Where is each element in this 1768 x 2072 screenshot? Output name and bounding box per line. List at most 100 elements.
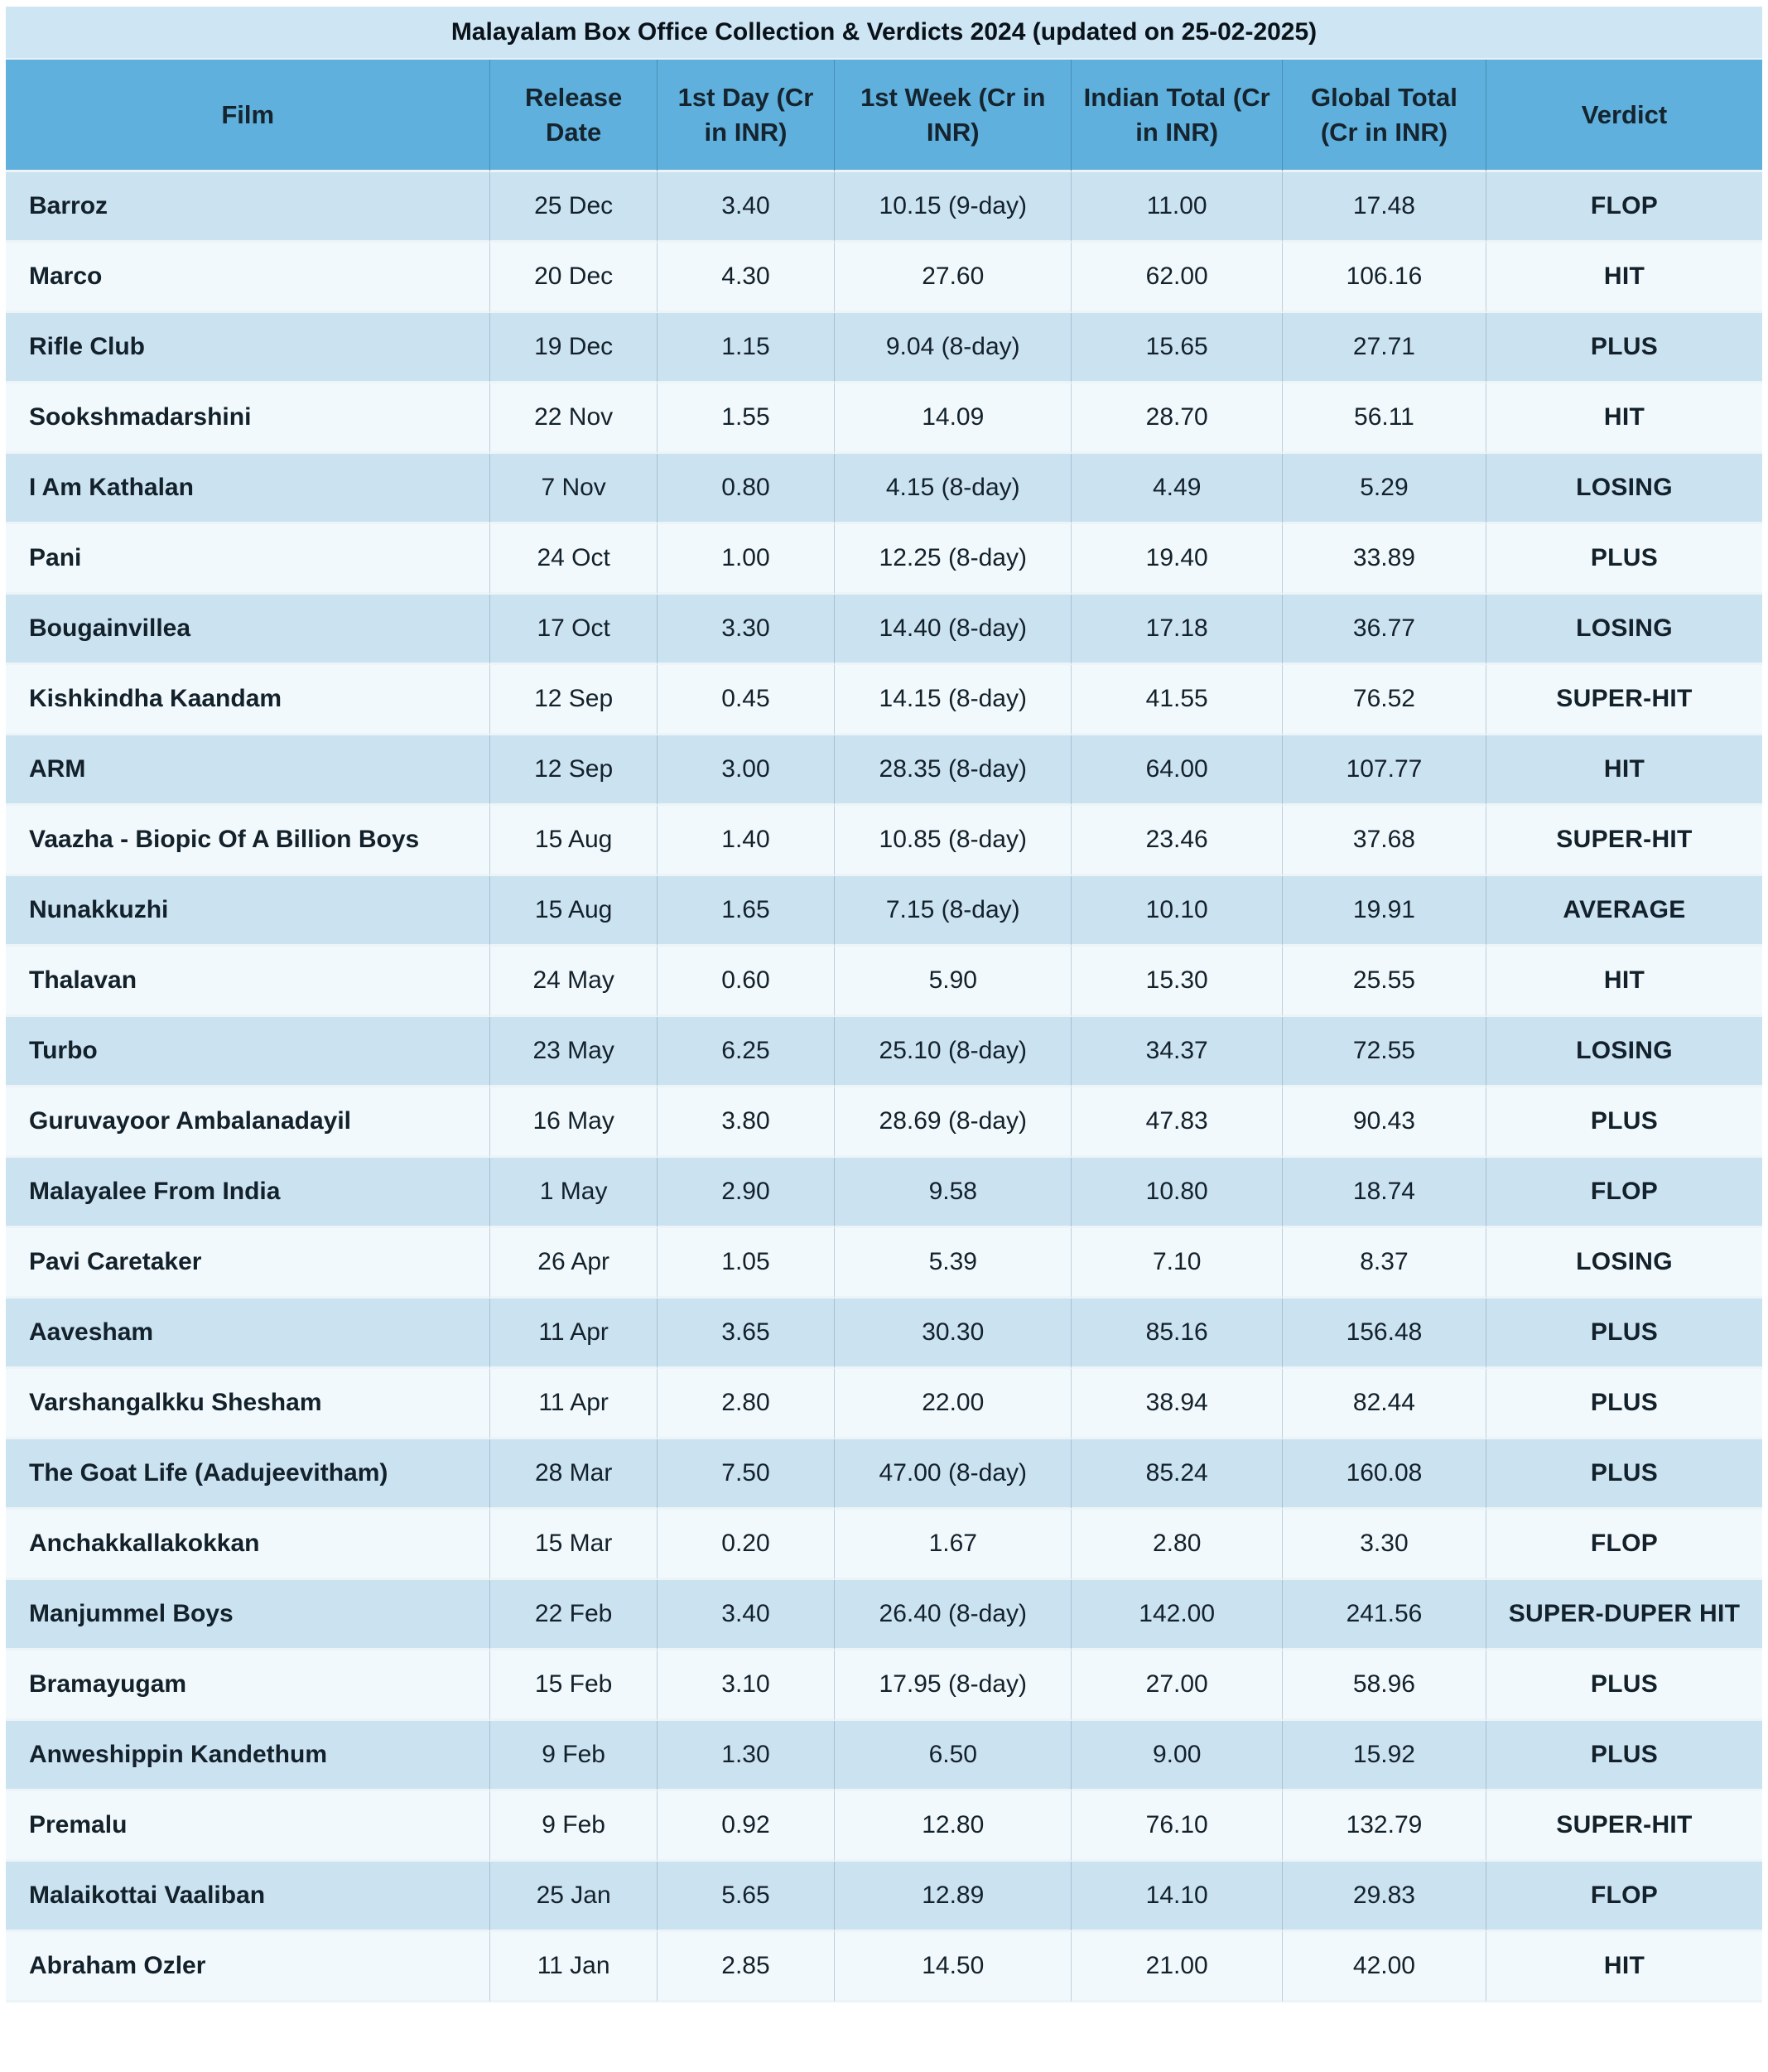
table-row: Marco 20 Dec 4.30 27.60 62.00 106.16 HIT	[6, 243, 1762, 313]
cell-release-date: 19 Dec	[490, 313, 658, 383]
table-row: ARM 12 Sep 3.00 28.35 (8-day) 64.00 107.…	[6, 735, 1762, 806]
cell-first-day: 0.92	[657, 1791, 836, 1862]
table-row: Kishkindha Kaandam 12 Sep 0.45 14.15 (8-…	[6, 665, 1762, 735]
cell-global-total: 3.30	[1282, 1510, 1486, 1580]
cell-global-total: 36.77	[1282, 595, 1486, 665]
cell-release-date: 11 Jan	[490, 1932, 658, 2002]
cell-film: Sookshmadarshini	[6, 383, 491, 454]
cell-release-date: 25 Jan	[490, 1862, 658, 1932]
cell-verdict: SUPER-HIT	[1486, 665, 1762, 735]
cell-first-week: 12.89	[835, 1862, 1072, 1932]
cell-release-date: 7 Nov	[490, 454, 658, 524]
cell-release-date: 1 May	[490, 1158, 658, 1228]
cell-first-week: 14.50	[835, 1932, 1072, 2002]
cell-release-date: 22 Nov	[490, 383, 658, 454]
cell-indian-total: 38.94	[1072, 1369, 1283, 1439]
table-row: Guruvayoor Ambalanadayil 16 May 3.80 28.…	[6, 1087, 1762, 1158]
cell-global-total: 90.43	[1282, 1087, 1486, 1158]
cell-film: Anchakkallakokkan	[6, 1510, 491, 1580]
cell-film: Guruvayoor Ambalanadayil	[6, 1087, 491, 1158]
cell-indian-total: 14.10	[1072, 1862, 1283, 1932]
cell-first-day: 1.15	[657, 313, 836, 383]
cell-first-day: 1.65	[657, 876, 836, 947]
cell-verdict: SUPER-DUPER HIT	[1486, 1580, 1762, 1650]
cell-indian-total: 27.00	[1072, 1650, 1283, 1721]
column-header-verdict: Verdict	[1486, 60, 1762, 172]
collections-table: Film Release Date 1st Day (Cr in INR) 1s…	[6, 60, 1762, 2002]
cell-first-day: 2.90	[657, 1158, 836, 1228]
cell-verdict: FLOP	[1486, 172, 1762, 243]
cell-global-total: 18.74	[1282, 1158, 1486, 1228]
cell-first-week: 27.60	[835, 243, 1072, 313]
cell-film: Pani	[6, 524, 491, 595]
cell-first-day: 5.65	[657, 1862, 836, 1932]
cell-verdict: HIT	[1486, 735, 1762, 806]
column-header-film: Film	[6, 60, 491, 172]
cell-first-week: 9.58	[835, 1158, 1072, 1228]
cell-indian-total: 2.80	[1072, 1510, 1283, 1580]
cell-first-day: 6.25	[657, 1017, 836, 1087]
cell-indian-total: 62.00	[1072, 243, 1283, 313]
cell-indian-total: 9.00	[1072, 1721, 1283, 1791]
table-row: Malayalee From India 1 May 2.90 9.58 10.…	[6, 1158, 1762, 1228]
cell-indian-total: 76.10	[1072, 1791, 1283, 1862]
cell-global-total: 42.00	[1282, 1932, 1486, 2002]
cell-indian-total: 142.00	[1072, 1580, 1283, 1650]
cell-verdict: AVERAGE	[1486, 876, 1762, 947]
cell-global-total: 19.91	[1282, 876, 1486, 947]
cell-first-day: 4.30	[657, 243, 836, 313]
cell-verdict: PLUS	[1486, 313, 1762, 383]
cell-verdict: HIT	[1486, 947, 1762, 1017]
cell-release-date: 22 Feb	[490, 1580, 658, 1650]
cell-indian-total: 7.10	[1072, 1228, 1283, 1299]
cell-global-total: 82.44	[1282, 1369, 1486, 1439]
cell-first-week: 7.15 (8-day)	[835, 876, 1072, 947]
table-row: Nunakkuzhi 15 Aug 1.65 7.15 (8-day) 10.1…	[6, 876, 1762, 947]
cell-release-date: 11 Apr	[490, 1369, 658, 1439]
cell-first-day: 0.80	[657, 454, 836, 524]
cell-first-day: 3.40	[657, 1580, 836, 1650]
table-row: Sookshmadarshini 22 Nov 1.55 14.09 28.70…	[6, 383, 1762, 454]
cell-film: Nunakkuzhi	[6, 876, 491, 947]
cell-film: Vaazha - Biopic Of A Billion Boys	[6, 806, 491, 876]
table-header: Film Release Date 1st Day (Cr in INR) 1s…	[6, 60, 1762, 172]
header-row: Film Release Date 1st Day (Cr in INR) 1s…	[6, 60, 1762, 172]
cell-film: Manjummel Boys	[6, 1580, 491, 1650]
cell-release-date: 20 Dec	[490, 243, 658, 313]
cell-release-date: 15 Aug	[490, 806, 658, 876]
cell-first-day: 7.50	[657, 1439, 836, 1510]
table-body: Barroz 25 Dec 3.40 10.15 (9-day) 11.00 1…	[6, 172, 1762, 2002]
table-row: Anchakkallakokkan 15 Mar 0.20 1.67 2.80 …	[6, 1510, 1762, 1580]
cell-release-date: 9 Feb	[490, 1721, 658, 1791]
cell-film: Kishkindha Kaandam	[6, 665, 491, 735]
table-row: Anweshippin Kandethum 9 Feb 1.30 6.50 9.…	[6, 1721, 1762, 1791]
cell-first-day: 2.80	[657, 1369, 836, 1439]
cell-verdict: HIT	[1486, 243, 1762, 313]
cell-release-date: 9 Feb	[490, 1791, 658, 1862]
cell-indian-total: 23.46	[1072, 806, 1283, 876]
cell-first-week: 28.35 (8-day)	[835, 735, 1072, 806]
cell-film: ARM	[6, 735, 491, 806]
cell-verdict: SUPER-HIT	[1486, 1791, 1762, 1862]
cell-indian-total: 10.80	[1072, 1158, 1283, 1228]
cell-verdict: PLUS	[1486, 1721, 1762, 1791]
table-row: Bougainvillea 17 Oct 3.30 14.40 (8-day) …	[6, 595, 1762, 665]
cell-film: Thalavan	[6, 947, 491, 1017]
cell-first-day: 1.30	[657, 1721, 836, 1791]
cell-first-week: 26.40 (8-day)	[835, 1580, 1072, 1650]
cell-verdict: LOSING	[1486, 595, 1762, 665]
cell-film: Rifle Club	[6, 313, 491, 383]
cell-release-date: 11 Apr	[490, 1299, 658, 1369]
cell-first-day: 3.10	[657, 1650, 836, 1721]
cell-film: Bramayugam	[6, 1650, 491, 1721]
cell-first-week: 30.30	[835, 1299, 1072, 1369]
cell-global-total: 156.48	[1282, 1299, 1486, 1369]
table-row: Manjummel Boys 22 Feb 3.40 26.40 (8-day)…	[6, 1580, 1762, 1650]
table-row: Vaazha - Biopic Of A Billion Boys 15 Aug…	[6, 806, 1762, 876]
cell-first-week: 47.00 (8-day)	[835, 1439, 1072, 1510]
cell-film: Anweshippin Kandethum	[6, 1721, 491, 1791]
cell-indian-total: 10.10	[1072, 876, 1283, 947]
column-header-first-day: 1st Day (Cr in INR)	[657, 60, 836, 172]
cell-film: Malaikottai Vaaliban	[6, 1862, 491, 1932]
cell-first-day: 1.05	[657, 1228, 836, 1299]
